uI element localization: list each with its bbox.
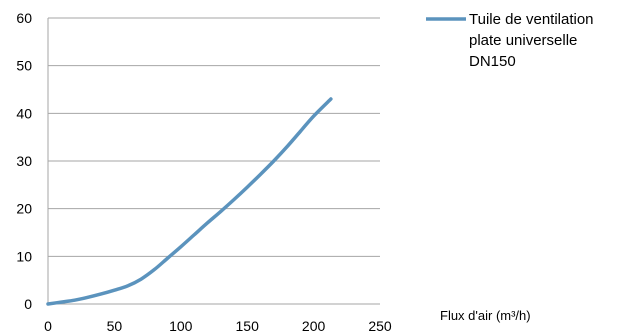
x-tick-label: 250 xyxy=(368,318,392,334)
y-tick-label: 20 xyxy=(16,201,32,217)
y-tick-label: 10 xyxy=(16,248,32,264)
gridlines xyxy=(48,17,380,305)
y-tick-labels: 0 10 20 30 40 50 60 xyxy=(16,10,32,312)
y-tick-label: 30 xyxy=(16,153,32,169)
legend: Tuile de ventilation plate universelle DN1… xyxy=(426,11,594,70)
y-tick-label: 40 xyxy=(16,105,32,121)
x-tick-label: 150 xyxy=(236,318,260,334)
y-tick-label: 60 xyxy=(16,10,32,26)
series-line xyxy=(46,97,333,306)
legend-label: Tuile de ventilation xyxy=(469,11,594,28)
y-tick-label: 0 xyxy=(24,296,32,312)
x-axis-label: Flux d'air (m³/h) xyxy=(440,308,531,323)
x-tick-label: 0 xyxy=(44,318,52,334)
x-tick-label: 200 xyxy=(302,318,326,334)
x-tick-label: 50 xyxy=(107,318,123,334)
series-group xyxy=(46,97,333,306)
x-tick-labels: 0 50 100 150 200 250 xyxy=(44,318,392,334)
legend-label: plate universelle xyxy=(469,32,577,49)
legend-label: DN150 xyxy=(469,53,516,70)
x-tick-label: 100 xyxy=(169,318,193,334)
y-tick-label: 50 xyxy=(16,58,32,74)
